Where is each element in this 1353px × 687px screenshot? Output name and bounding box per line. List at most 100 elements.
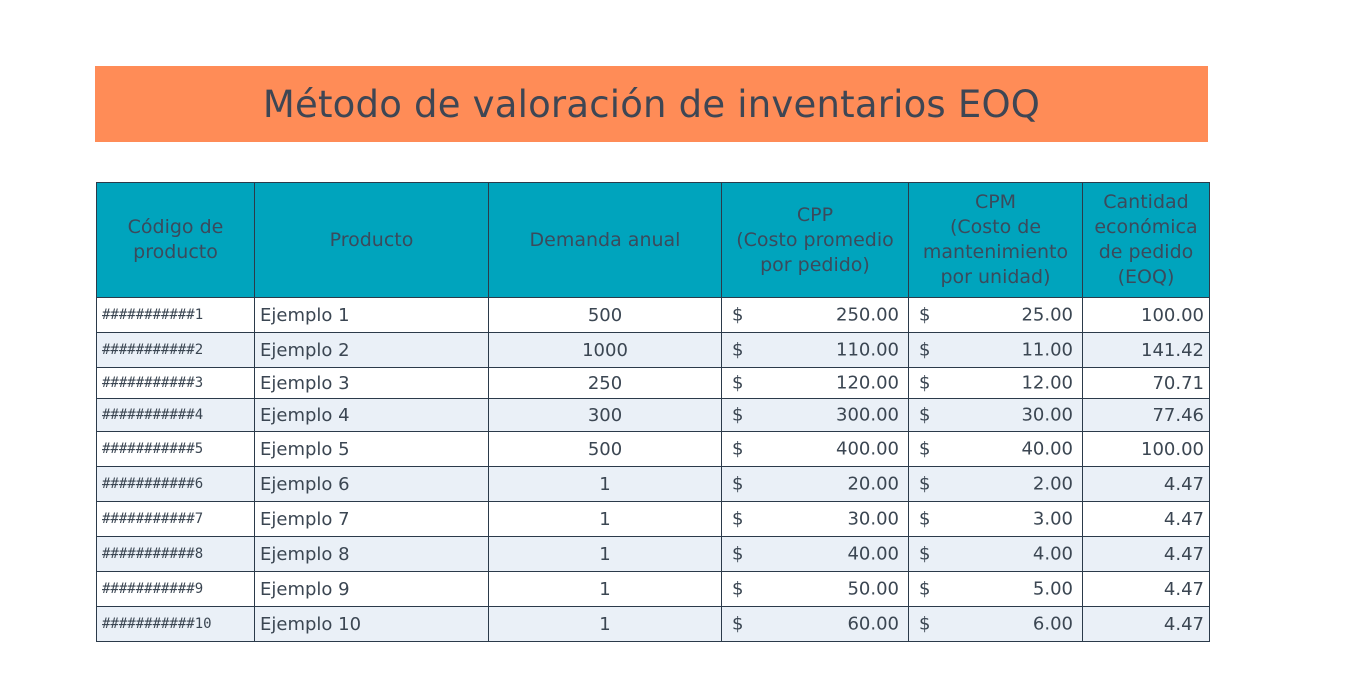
table-row: ###########7 Ejemplo 7 1 $30.00 $3.00 4.47 (96, 501, 1210, 537)
currency-symbol: $ (919, 473, 931, 495)
cell-demanda: 500 (488, 297, 722, 333)
table-row: ###########2 Ejemplo 2 1000 $110.00 $11.00 14… (96, 332, 1210, 368)
amount-cpp: 250.00 (836, 304, 899, 326)
cell-producto: Ejemplo 3 (254, 367, 489, 399)
amount-cpm: 40.00 (1021, 438, 1073, 460)
currency-symbol: $ (919, 339, 931, 361)
currency-symbol: $ (732, 404, 744, 426)
cell-producto: Ejemplo 6 (254, 466, 489, 502)
currency-symbol: $ (919, 304, 931, 326)
header-demanda: Demanda anual (488, 182, 722, 298)
currency-symbol: $ (919, 404, 931, 426)
cell-demanda: 500 (488, 431, 722, 467)
cell-cpm: $40.00 (908, 431, 1083, 467)
header-eoq: Cantidad económica de pedido (EOQ) (1082, 182, 1210, 298)
cell-demanda: 300 (488, 398, 722, 432)
cell-producto: Ejemplo 5 (254, 431, 489, 467)
cell-codigo: ###########10 (96, 606, 255, 642)
cell-codigo: ###########3 (96, 367, 255, 399)
cell-demanda: 1 (488, 501, 722, 537)
cell-eoq: 141.42 (1082, 332, 1210, 368)
currency-symbol: $ (919, 372, 931, 394)
cell-cpm: $6.00 (908, 606, 1083, 642)
cell-cpp: $20.00 (721, 466, 909, 502)
amount-cpp: 120.00 (836, 372, 899, 394)
amount-cpp: 50.00 (847, 578, 899, 600)
cell-demanda: 1 (488, 571, 722, 607)
currency-symbol: $ (732, 543, 744, 565)
cell-codigo: ###########2 (96, 332, 255, 368)
header-row: Código de producto Producto Demanda anua… (96, 182, 1210, 298)
cell-demanda: 1 (488, 606, 722, 642)
currency-symbol: $ (732, 508, 744, 530)
cell-codigo: ###########7 (96, 501, 255, 537)
cell-cpm: $25.00 (908, 297, 1083, 333)
amount-cpp: 30.00 (847, 508, 899, 530)
cell-demanda: 1000 (488, 332, 722, 368)
cell-eoq: 4.47 (1082, 501, 1210, 537)
currency-symbol: $ (732, 613, 744, 635)
cell-eoq: 4.47 (1082, 606, 1210, 642)
amount-cpm: 3.00 (1032, 508, 1073, 530)
cell-cpp: $300.00 (721, 398, 909, 432)
currency-symbol: $ (732, 339, 744, 361)
currency-symbol: $ (732, 304, 744, 326)
table-row: ###########1 Ejemplo 1 500 $250.00 $25.00 100… (96, 297, 1210, 333)
cell-producto: Ejemplo 8 (254, 536, 489, 572)
amount-cpm: 11.00 (1021, 339, 1073, 361)
amount-cpp: 60.00 (847, 613, 899, 635)
currency-symbol: $ (732, 578, 744, 600)
currency-symbol: $ (919, 543, 931, 565)
cell-demanda: 1 (488, 536, 722, 572)
currency-symbol: $ (732, 372, 744, 394)
page-title: Método de valoración de inventarios EOQ (262, 82, 1041, 126)
amount-cpm: 5.00 (1032, 578, 1073, 600)
currency-symbol: $ (919, 508, 931, 530)
cell-eoq: 77.46 (1082, 398, 1210, 432)
table-row: ###########3 Ejemplo 3 250 $120.00 $12.00 70.… (96, 367, 1210, 399)
currency-symbol: $ (919, 438, 931, 460)
amount-cpm: 2.00 (1032, 473, 1073, 495)
cell-cpp: $60.00 (721, 606, 909, 642)
cell-producto: Ejemplo 9 (254, 571, 489, 607)
title-banner: Método de valoración de inventarios EOQ (95, 66, 1208, 142)
header-cpm: CPM (Costo de mantenimiento por unidad) (908, 182, 1083, 298)
header-codigo: Código de producto (96, 182, 255, 298)
cell-cpm: $12.00 (908, 367, 1083, 399)
cell-producto: Ejemplo 1 (254, 297, 489, 333)
table-row: ###########10 Ejemplo 10 1 $60.00 $6.00 4.47 (96, 606, 1210, 642)
amount-cpm: 12.00 (1021, 372, 1073, 394)
currency-symbol: $ (919, 578, 931, 600)
cell-producto: Ejemplo 10 (254, 606, 489, 642)
amount-cpp: 110.00 (836, 339, 899, 361)
cell-codigo: ###########9 (96, 571, 255, 607)
cell-eoq: 70.71 (1082, 367, 1210, 399)
cell-cpp: $30.00 (721, 501, 909, 537)
eoq-table: Código de producto Producto Demanda anua… (96, 182, 1210, 642)
cell-eoq: 4.47 (1082, 571, 1210, 607)
header-cpp: CPP (Costo promedio por pedido) (721, 182, 909, 298)
cell-cpm: $2.00 (908, 466, 1083, 502)
header-producto: Producto (254, 182, 489, 298)
cell-producto: Ejemplo 7 (254, 501, 489, 537)
cell-cpp: $250.00 (721, 297, 909, 333)
cell-cpp: $400.00 (721, 431, 909, 467)
cell-cpm: $3.00 (908, 501, 1083, 537)
amount-cpp: 400.00 (836, 438, 899, 460)
cell-codigo: ###########1 (96, 297, 255, 333)
table-row: ###########4 Ejemplo 4 300 $300.00 $30.00 77.… (96, 398, 1210, 432)
table-row: ###########9 Ejemplo 9 1 $50.00 $5.00 4.47 (96, 571, 1210, 607)
amount-cpm: 25.00 (1021, 304, 1073, 326)
amount-cpm: 6.00 (1032, 613, 1073, 635)
cell-eoq: 4.47 (1082, 536, 1210, 572)
amount-cpp: 20.00 (847, 473, 899, 495)
table-row: ###########5 Ejemplo 5 500 $400.00 $40.00 100… (96, 431, 1210, 467)
table-row: ###########6 Ejemplo 6 1 $20.00 $2.00 4.47 (96, 466, 1210, 502)
cell-cpp: $50.00 (721, 571, 909, 607)
cell-codigo: ###########4 (96, 398, 255, 432)
cell-cpp: $120.00 (721, 367, 909, 399)
currency-symbol: $ (919, 613, 931, 635)
amount-cpm: 30.00 (1021, 404, 1073, 426)
cell-producto: Ejemplo 2 (254, 332, 489, 368)
cell-demanda: 250 (488, 367, 722, 399)
